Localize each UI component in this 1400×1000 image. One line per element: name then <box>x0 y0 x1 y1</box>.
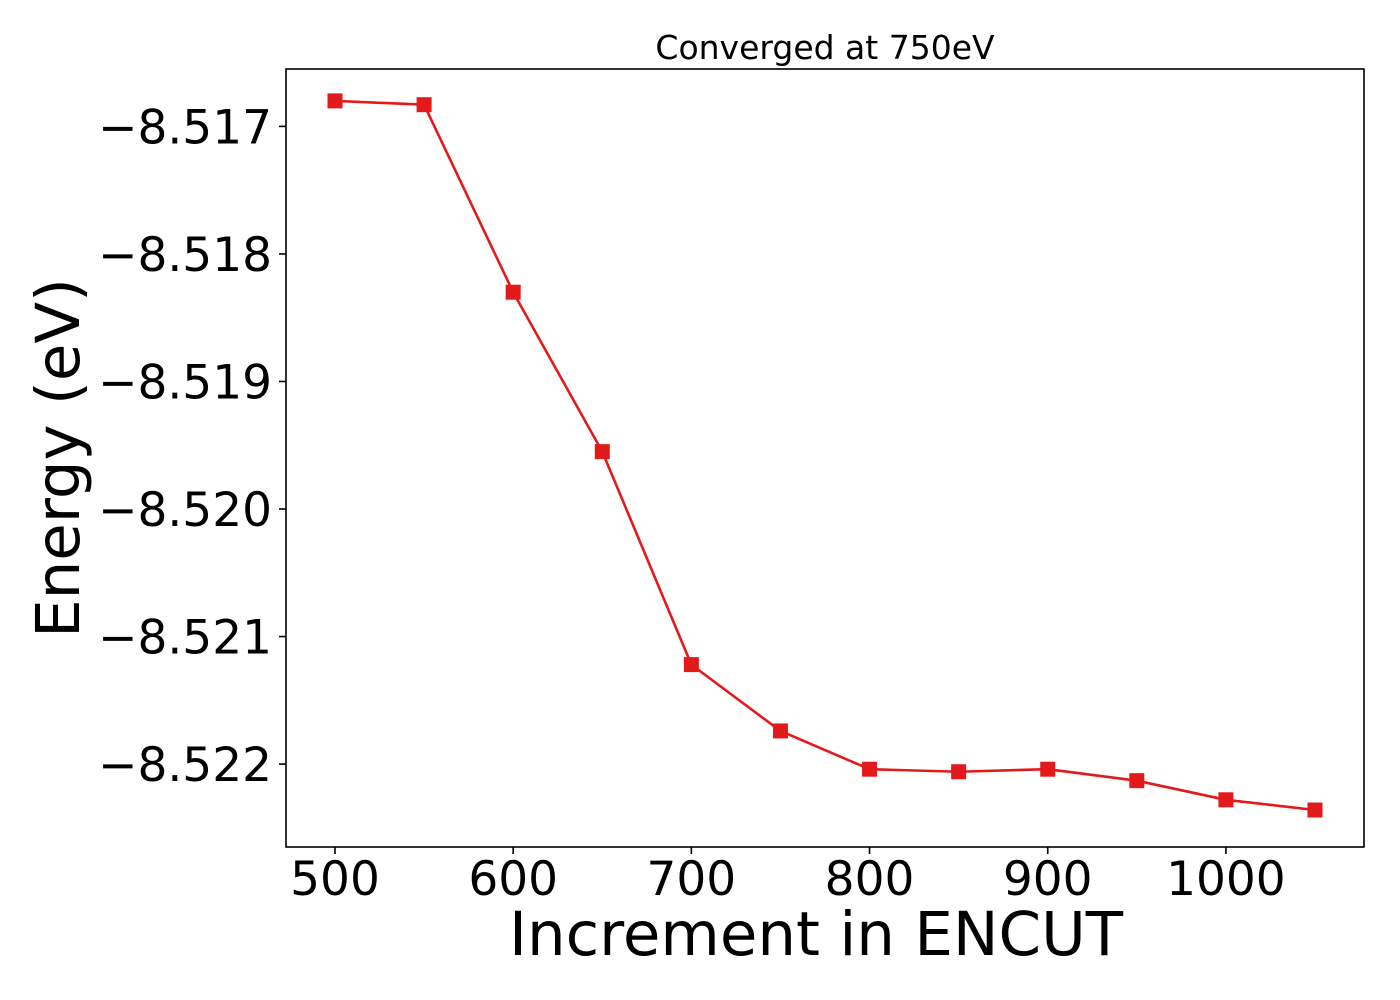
y-tick-label: −8.518 <box>98 228 272 283</box>
data-point-marker <box>772 723 788 739</box>
x-tick-label: 600 <box>468 852 558 907</box>
y-axis-label: Energy (eV) <box>23 278 94 638</box>
x-tick-label: 900 <box>1003 852 1093 907</box>
x-axis-label: Increment in ENCUT <box>509 899 1124 970</box>
data-point-marker <box>862 761 878 777</box>
x-tick-label: 700 <box>647 852 737 907</box>
x-tick-label: 800 <box>825 852 915 907</box>
y-axis-ticks: −8.517 −8.518 −8.519 −8.520 −8.521 −8.522 <box>98 100 286 793</box>
data-point-marker <box>505 284 521 300</box>
data-point-marker <box>327 93 343 109</box>
data-point-marker <box>1218 792 1234 808</box>
data-point-marker <box>1040 761 1056 777</box>
data-point-marker <box>594 444 610 460</box>
series-line <box>334 99 1316 812</box>
data-point-marker <box>683 657 699 673</box>
y-tick-label: −8.522 <box>98 738 272 793</box>
data-point-marker <box>416 97 432 113</box>
plot-area <box>285 68 1365 848</box>
y-tick-label: −8.517 <box>98 100 272 155</box>
y-tick-label: −8.521 <box>98 611 272 666</box>
x-tick-label: 500 <box>290 852 380 907</box>
y-tick-label: −8.520 <box>98 483 272 538</box>
chart-title: Converged at 750eV <box>655 28 995 67</box>
x-tick-label: 1000 <box>1166 852 1286 907</box>
data-point-marker <box>951 764 967 780</box>
y-tick-label: −8.519 <box>98 355 272 410</box>
data-point-marker <box>1307 802 1323 818</box>
series-group <box>327 93 1323 818</box>
data-point-marker <box>1129 773 1145 789</box>
x-axis-ticks: 500 600 700 800 900 1000 <box>290 847 1286 907</box>
